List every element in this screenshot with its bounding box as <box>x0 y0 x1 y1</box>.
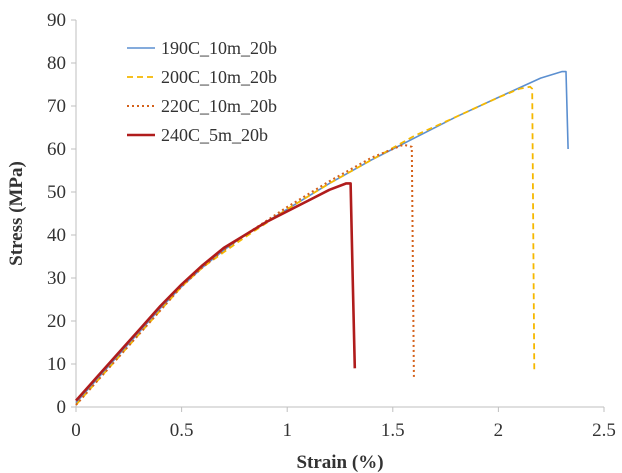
axes: 0 10 20 30 40 50 60 70 80 90 0 0.5 1 1.5 2 2.5 <box>47 10 616 441</box>
x-tick-label: 1 <box>282 420 292 441</box>
y-tick-label: 60 <box>47 139 66 160</box>
legend-label: 190C_10m_20b <box>161 38 277 58</box>
y-tick-label: 50 <box>47 182 66 203</box>
series-line-190c-10m-20b <box>75 70 569 404</box>
legend-label: 240C_5m_20b <box>161 125 268 145</box>
x-tick-label: 2 <box>494 420 504 441</box>
y-tick-label: 20 <box>47 311 66 332</box>
y-axis-title: Stress (MPa) <box>6 161 27 266</box>
x-axis-title: Strain (%) <box>296 452 383 473</box>
y-tick-label: 40 <box>47 225 66 246</box>
y-tick-label: 80 <box>47 53 66 74</box>
x-tick-label: 2.5 <box>592 420 616 441</box>
legend-label: 200C_10m_20b <box>161 67 277 87</box>
x-tick-label: 0 <box>71 420 81 441</box>
y-tick-label: 70 <box>47 96 66 117</box>
y-tick-label: 30 <box>47 268 66 289</box>
x-tick-label: 1.5 <box>381 420 405 441</box>
series-line-240c-5m-20b <box>75 182 357 402</box>
legend: 190C_10m_20b 200C_10m_20b 220C_10m_20b 240C… <box>127 38 277 145</box>
series-line-220c-10m-20b <box>75 143 415 406</box>
legend-label: 220C_10m_20b <box>161 96 277 116</box>
y-tick-label: 0 <box>57 397 67 418</box>
series-layer <box>75 70 569 406</box>
y-tick-label: 10 <box>47 354 66 375</box>
y-tick-label: 90 <box>47 10 66 31</box>
x-tick-label: 0.5 <box>170 420 194 441</box>
